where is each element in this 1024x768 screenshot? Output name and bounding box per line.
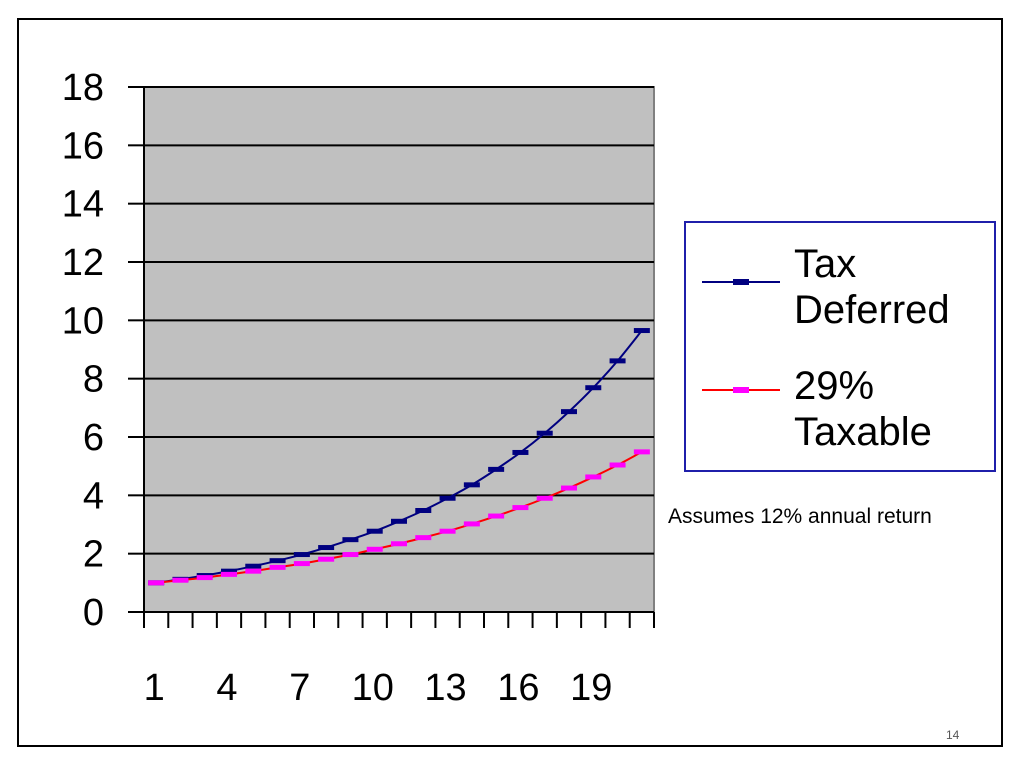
data-point-29-taxable-6 bbox=[269, 564, 286, 570]
legend-label-29-taxable: 29% Taxable bbox=[794, 364, 932, 454]
y-tick-label-4: 4 bbox=[83, 475, 104, 517]
data-point-tax-deferred-6 bbox=[269, 558, 286, 564]
data-point-29-taxable-3 bbox=[196, 575, 213, 581]
data-point-tax-deferred-18 bbox=[561, 409, 577, 415]
data-point-tax-deferred-16 bbox=[512, 449, 529, 455]
y-tick-label-10: 10 bbox=[62, 300, 104, 342]
data-point-29-taxable-7 bbox=[293, 561, 310, 567]
data-point-29-taxable-13 bbox=[439, 528, 456, 534]
y-tick-label-8: 8 bbox=[83, 359, 104, 401]
gridlines bbox=[144, 86, 654, 555]
x-tick-label-7: 7 bbox=[289, 667, 310, 709]
data-point-tax-deferred-21 bbox=[633, 328, 650, 334]
data-point-29-taxable-11 bbox=[391, 541, 407, 547]
data-point-tax-deferred-15 bbox=[488, 466, 505, 472]
data-point-tax-deferred-10 bbox=[366, 528, 383, 534]
data-point-29-taxable-15 bbox=[488, 513, 505, 519]
legend-label-tax-deferred: Tax Deferred bbox=[794, 242, 950, 332]
data-point-29-taxable-12 bbox=[415, 535, 432, 541]
data-point-tax-deferred-19 bbox=[585, 385, 602, 391]
data-point-tax-deferred-14 bbox=[463, 482, 480, 488]
data-point-29-taxable-19 bbox=[585, 474, 602, 480]
page-number: 14 bbox=[946, 728, 960, 742]
y-tick-label-18: 18 bbox=[62, 67, 104, 109]
data-point-29-taxable-8 bbox=[318, 556, 335, 562]
y-tick-label-14: 14 bbox=[62, 184, 104, 226]
data-point-29-taxable-2 bbox=[172, 577, 189, 583]
data-point-29-taxable-18 bbox=[561, 485, 577, 491]
data-point-29-taxable-20 bbox=[609, 462, 626, 468]
data-point-tax-deferred-8 bbox=[318, 545, 335, 551]
x-tick-label-1: 1 bbox=[144, 667, 165, 709]
y-tick-label-16: 16 bbox=[62, 125, 104, 167]
y-tick-label-2: 2 bbox=[83, 534, 104, 576]
data-point-29-taxable-16 bbox=[512, 505, 529, 511]
legend-swatch-tax-deferred bbox=[702, 279, 780, 285]
data-point-tax-deferred-12 bbox=[415, 508, 432, 513]
x-tick-label-4: 4 bbox=[216, 667, 237, 709]
data-point-29-taxable-1 bbox=[148, 580, 165, 586]
x-tick-label-13: 13 bbox=[424, 667, 466, 709]
slide-frame bbox=[17, 18, 1003, 747]
plot-area bbox=[143, 86, 655, 613]
data-point-29-taxable-17 bbox=[536, 495, 553, 501]
data-point-29-taxable-9 bbox=[342, 552, 359, 558]
data-point-29-taxable-5 bbox=[245, 568, 262, 574]
data-point-tax-deferred-7 bbox=[293, 552, 310, 558]
series-layer bbox=[148, 328, 650, 586]
data-point-tax-deferred-5 bbox=[245, 563, 262, 569]
data-point-29-taxable-14 bbox=[463, 521, 480, 527]
y-tick-label-12: 12 bbox=[62, 242, 104, 284]
data-point-tax-deferred-17 bbox=[536, 430, 553, 436]
data-point-29-taxable-21 bbox=[633, 449, 650, 455]
y-tick-label-0: 0 bbox=[83, 592, 104, 634]
x-tick-label-16: 16 bbox=[497, 667, 539, 709]
data-point-tax-deferred-4 bbox=[221, 568, 237, 574]
data-point-tax-deferred-13 bbox=[439, 495, 456, 501]
legend-swatch-29-taxable bbox=[702, 387, 780, 393]
data-point-tax-deferred-20 bbox=[609, 358, 626, 364]
y-tick-label-6: 6 bbox=[83, 417, 104, 459]
data-point-29-taxable-10 bbox=[366, 546, 383, 552]
legend: Tax Deferred 29% Taxable bbox=[684, 221, 996, 472]
data-point-tax-deferred-9 bbox=[342, 537, 359, 543]
data-point-tax-deferred-11 bbox=[391, 518, 407, 524]
data-point-29-taxable-4 bbox=[221, 571, 237, 577]
assumption-note: Assumes 12% annual return bbox=[668, 505, 932, 528]
x-tick-label-19: 19 bbox=[570, 667, 612, 709]
x-tick-label-10: 10 bbox=[352, 667, 394, 709]
